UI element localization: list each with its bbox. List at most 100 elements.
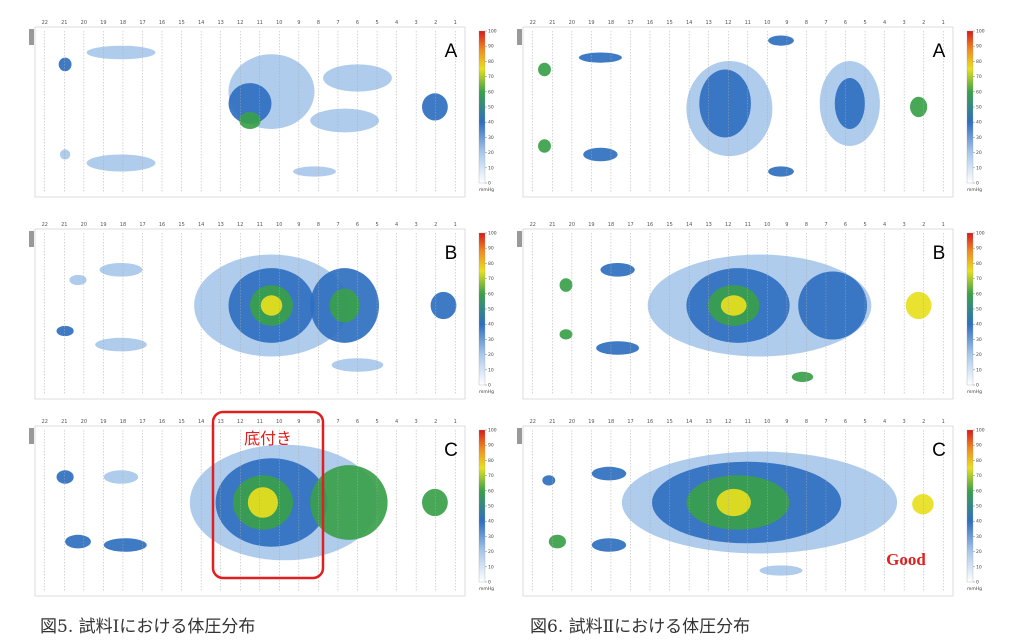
column-number: 7 xyxy=(336,20,339,26)
colorbar-tick-label: 90 xyxy=(488,44,494,50)
pressure-area xyxy=(239,112,261,129)
pressure-area xyxy=(591,466,627,481)
column-number: 3 xyxy=(903,20,906,26)
colorbar-tick-label: 0 xyxy=(976,580,979,586)
column-number: 14 xyxy=(686,419,692,425)
colorbar-tick-label: 90 xyxy=(488,443,494,449)
colorbar-tick-label: 30 xyxy=(488,135,494,141)
column-number: 16 xyxy=(647,222,653,228)
column-number: 10 xyxy=(764,222,770,228)
colorbar-tick-label: 30 xyxy=(976,534,982,540)
column-number: 5 xyxy=(863,419,866,425)
colorbar-tick-label: 30 xyxy=(488,337,494,343)
colorbar-tick-label: 70 xyxy=(488,473,494,479)
pressure-area xyxy=(600,263,635,277)
column-number: 20 xyxy=(81,20,87,26)
colorbar-tick-label: 90 xyxy=(976,443,982,449)
pressure-area xyxy=(293,166,336,177)
pressure-area xyxy=(548,534,567,549)
panel-label: A xyxy=(445,41,458,62)
column-number: 18 xyxy=(608,419,614,425)
colorbar-tick-label: 80 xyxy=(488,458,494,464)
pressure-area xyxy=(905,291,932,320)
column-number: 11 xyxy=(257,20,263,26)
column-number: 9 xyxy=(297,20,300,26)
colorbar-tick-label: 0 xyxy=(488,383,491,389)
column-number: 12 xyxy=(237,419,243,425)
column-number: 16 xyxy=(647,20,653,26)
column-number: 10 xyxy=(276,222,282,228)
pressure-area xyxy=(56,470,74,484)
column-number: 3 xyxy=(415,222,418,228)
pressure-area xyxy=(912,494,934,515)
map-handle xyxy=(29,231,34,247)
column-number: 1 xyxy=(454,222,457,228)
colorbar-unit: mmHg xyxy=(967,187,982,193)
column-number: 5 xyxy=(375,419,378,425)
colorbar-tick-label: 40 xyxy=(488,519,494,525)
column-number: 5 xyxy=(375,222,378,228)
column-number: 12 xyxy=(237,222,243,228)
caption: 図5. 試料Ⅰにおける体圧分布 xyxy=(40,617,255,637)
column-number: 13 xyxy=(705,419,711,425)
column-number: 17 xyxy=(139,20,145,26)
column-number: 14 xyxy=(686,222,692,228)
column-number: 13 xyxy=(217,20,223,26)
column-number: 3 xyxy=(415,419,418,425)
column-number: 1 xyxy=(454,20,457,26)
colorbar xyxy=(966,30,974,184)
colorbar-tick-label: 10 xyxy=(976,367,982,373)
colorbar-tick-label: 20 xyxy=(976,352,982,358)
column-number: 22 xyxy=(42,20,48,26)
column-number: 4 xyxy=(883,20,886,26)
pressure-map: 22 21 20 19 18 17 16 15 14 13 12 11 10 9 8 7 6 5 4 3 2 1A0102… xyxy=(517,20,985,198)
column-number: 2 xyxy=(434,419,437,425)
colorbar-tick-label: 80 xyxy=(976,261,982,267)
pressure-area xyxy=(538,62,551,77)
column-number: 8 xyxy=(317,20,320,26)
map-handle xyxy=(517,428,522,444)
column-number: 1 xyxy=(454,419,457,425)
column-number: 4 xyxy=(395,20,398,26)
column-number: 12 xyxy=(725,20,731,26)
colorbar-tick-label: 90 xyxy=(488,246,494,252)
colorbar-tick-label: 40 xyxy=(488,120,494,126)
colorbar-unit: mmHg xyxy=(967,389,982,395)
column-number: 4 xyxy=(883,419,886,425)
column-number: 20 xyxy=(569,222,575,228)
column-number: 5 xyxy=(375,20,378,26)
pressure-map: 22 21 20 19 18 17 16 15 14 13 12 11 10 9 8 7 6 5 4 3 2 1A0102… xyxy=(29,20,497,198)
colorbar-tick-label: 80 xyxy=(488,261,494,267)
column-number: 21 xyxy=(549,419,555,425)
colorbar-tick-label: 20 xyxy=(976,549,982,555)
map-handle xyxy=(29,29,34,45)
annotation: Good xyxy=(886,550,926,569)
colorbar-unit: mmHg xyxy=(967,586,982,592)
colorbar-tick-label: 80 xyxy=(976,458,982,464)
colorbar-tick-label: 80 xyxy=(488,59,494,65)
column-number: 19 xyxy=(100,20,106,26)
column-number: 2 xyxy=(922,419,925,425)
column-number: 11 xyxy=(257,222,263,228)
colorbar-tick-label: 40 xyxy=(976,519,982,525)
map-handle xyxy=(517,29,522,45)
column-number: 17 xyxy=(139,222,145,228)
column-number: 13 xyxy=(217,419,223,425)
column-number: 19 xyxy=(588,419,594,425)
column-number: 10 xyxy=(276,20,282,26)
column-number: 1 xyxy=(942,20,945,26)
colorbar-tick-label: 100 xyxy=(488,29,497,35)
pressure-area xyxy=(310,108,379,133)
column-number: 11 xyxy=(745,20,751,26)
column-number: 5 xyxy=(863,222,866,228)
column-number: 21 xyxy=(61,20,67,26)
panel-label: B xyxy=(933,243,946,264)
column-number: 14 xyxy=(198,222,204,228)
column-number: 8 xyxy=(805,20,808,26)
caption: 図6. 試料Ⅱにおける体圧分布 xyxy=(530,617,750,637)
column-number: 4 xyxy=(395,419,398,425)
pressure-area xyxy=(759,565,803,576)
colorbar-tick-label: 20 xyxy=(488,549,494,555)
pressure-area xyxy=(99,263,143,277)
column-number: 11 xyxy=(257,419,263,425)
